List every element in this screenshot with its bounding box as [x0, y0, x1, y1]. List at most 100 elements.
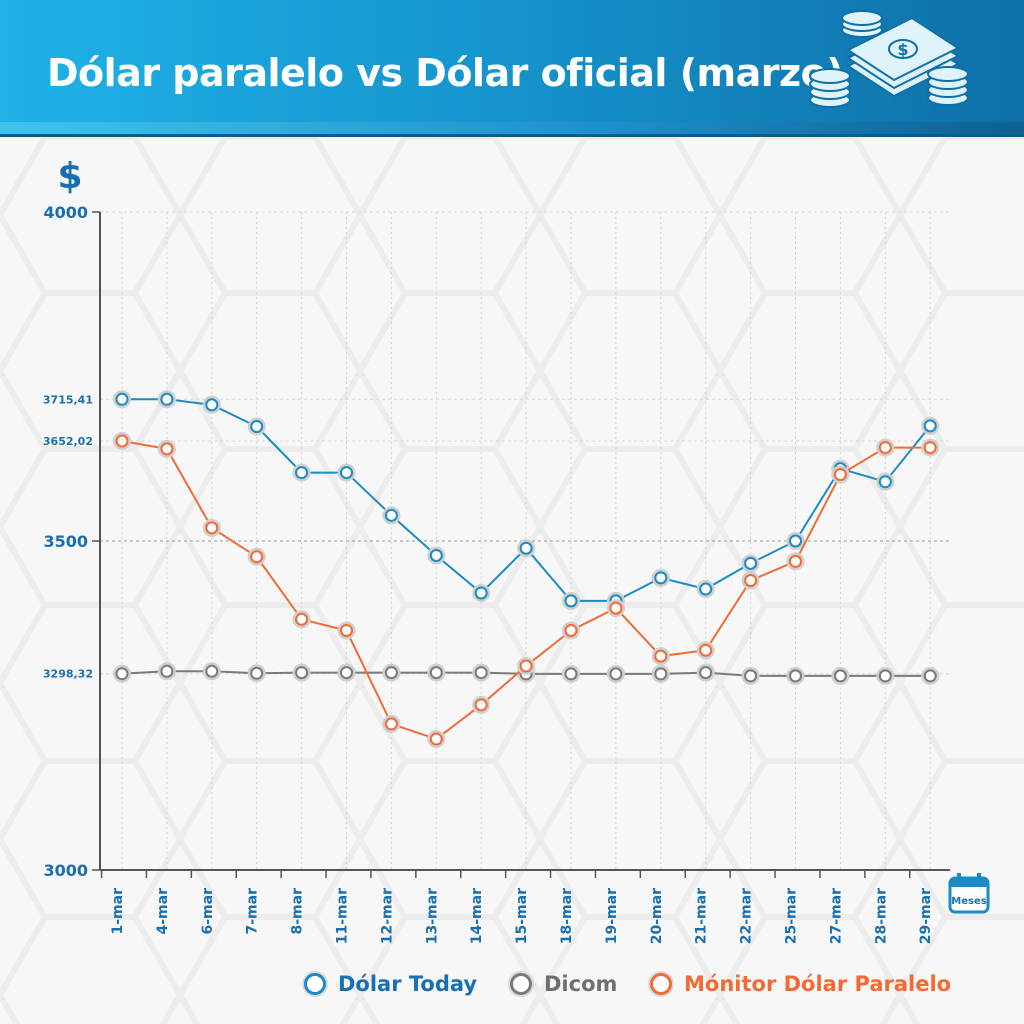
- data-point: [789, 554, 802, 568]
- x-tick-label: 11-mar: [335, 888, 351, 944]
- legend-label-dolar-today: Dólar Today: [338, 972, 478, 996]
- page-title: Dólar paralelo vs Dólar oficial (marzo): [47, 51, 844, 95]
- x-tick-label: 15-mar: [514, 888, 530, 944]
- money-stack-icon: $: [809, 10, 969, 108]
- y-tick-label: 3000: [43, 861, 88, 880]
- x-tick-label: 19-mar: [604, 888, 620, 944]
- x-tick-label: 8-mar: [290, 888, 306, 935]
- legend-item-dolar-today: Dólar Today: [304, 964, 477, 1004]
- x-tick-label: 6-mar: [200, 888, 216, 935]
- hex-pattern: [0, 137, 1024, 1024]
- data-point: [384, 666, 398, 680]
- data-point: [699, 643, 713, 657]
- legend-label-dicom: Dicom: [544, 972, 618, 996]
- data-point: [923, 669, 937, 683]
- x-tick-label: 12-mar: [379, 888, 395, 944]
- x-tick-label: 18-mar: [559, 888, 575, 944]
- legend-label-monitor: Mónitor Dólar Paralelo: [684, 972, 952, 996]
- data-point: [250, 420, 264, 434]
- data-point: [384, 717, 398, 731]
- series-1: [113, 662, 940, 685]
- y-tick-label: 3500: [43, 532, 88, 551]
- legend-marker-dicom: [510, 973, 532, 995]
- x-tick-label: 4-mar: [155, 888, 171, 935]
- x-tick-label: 1-mar: [110, 888, 126, 935]
- data-point: [744, 669, 758, 683]
- data-point: [878, 441, 892, 455]
- x-tick-label: 21-mar: [694, 888, 710, 944]
- data-point: [474, 586, 488, 600]
- data-point: [833, 468, 847, 482]
- data-point: [115, 434, 129, 448]
- data-point: [744, 556, 758, 570]
- y-reference-label: 3715,41: [43, 393, 93, 406]
- data-point: [160, 664, 174, 678]
- data-point: [474, 698, 488, 712]
- data-point: [340, 466, 353, 480]
- data-point: [744, 573, 758, 587]
- legend-marker-dolar-today: [304, 973, 326, 995]
- data-point: [340, 666, 353, 680]
- data-point: [699, 582, 713, 596]
- data-point: [699, 666, 713, 680]
- data-point: [384, 508, 398, 522]
- series-2: [113, 431, 940, 749]
- y-reference-label: 3298,32: [43, 668, 93, 681]
- legend-item-monitor: Mónitor Dólar Paralelo: [650, 964, 951, 1004]
- x-tick-label: 28-mar: [873, 888, 889, 944]
- data-point: [519, 541, 533, 555]
- data-point: [923, 419, 937, 433]
- data-point: [654, 667, 668, 681]
- y-reference-label: 3652,02: [43, 435, 93, 448]
- data-point: [789, 669, 802, 683]
- calendar-icon: Meses: [948, 873, 990, 914]
- data-point: [205, 664, 219, 678]
- x-tick-label: 22-mar: [739, 888, 755, 944]
- data-point: [295, 666, 309, 680]
- data-point: [250, 666, 264, 680]
- data-point: [160, 392, 174, 406]
- series-0: [113, 390, 940, 610]
- data-point: [564, 594, 578, 608]
- data-point: [295, 612, 309, 626]
- data-point: [160, 442, 174, 456]
- data-point: [519, 659, 533, 673]
- data-point: [429, 666, 443, 680]
- x-axis-label: Meses: [951, 896, 986, 907]
- data-point: [789, 534, 802, 548]
- data-point: [833, 669, 847, 683]
- x-tick-label: 14-mar: [469, 888, 485, 944]
- data-point: [564, 667, 578, 681]
- header-banner: Dólar paralelo vs Dólar oficial (marzo) …: [0, 0, 1024, 122]
- data-point: [654, 649, 668, 663]
- x-tick-label: 25-mar: [784, 888, 800, 944]
- legend-item-dicom: Dicom: [510, 964, 617, 1004]
- y-tick-label: 4000: [43, 203, 88, 222]
- line-chart: 4000 3500 3000 3715,41 3652,02 3298,32 $1-mar 4…: [0, 137, 1024, 1024]
- data-point: [340, 623, 353, 637]
- x-tick-label: 13-mar: [424, 888, 440, 944]
- header-strip: [0, 122, 1024, 137]
- y-axis-label: $: [57, 156, 82, 197]
- data-point: [295, 466, 309, 480]
- x-tick-label: 29-mar: [918, 888, 934, 944]
- data-point: [609, 667, 623, 681]
- data-point: [564, 623, 578, 637]
- data-point: [115, 667, 129, 681]
- legend: Dólar Today Dicom Mónitor Dólar Paralelo: [300, 964, 960, 1004]
- x-tick-label: 7-mar: [245, 888, 261, 935]
- data-point: [474, 666, 488, 680]
- data-point: [115, 392, 129, 406]
- data-point: [429, 732, 443, 746]
- calendar-ring: [977, 873, 981, 882]
- data-point: [250, 550, 264, 564]
- legend-marker-monitor: [650, 973, 672, 995]
- data-point: [878, 475, 892, 489]
- data-point: [205, 398, 219, 412]
- data-point: [654, 571, 668, 585]
- calendar-top: [950, 878, 988, 887]
- data-point: [609, 601, 623, 615]
- svg-text:$: $: [897, 40, 908, 59]
- x-tick-label: 27-mar: [828, 888, 844, 944]
- data-point: [923, 441, 937, 455]
